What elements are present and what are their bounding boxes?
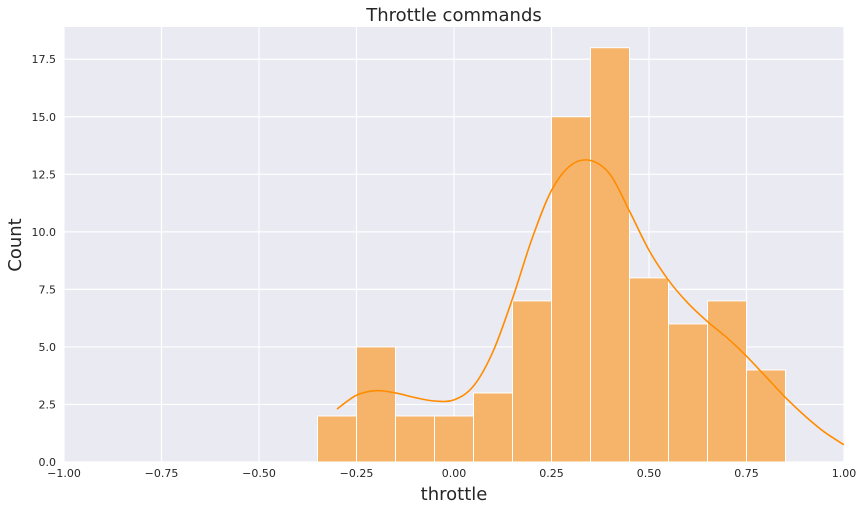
y-tick-label: 7.5 [39,283,57,296]
histogram-bar [512,300,552,463]
x-axis-label: throttle [421,484,488,505]
x-tick-label: 0.75 [734,467,759,480]
histogram-bars [317,47,786,463]
x-tick-labels: −1.00 −0.75 −0.50 −0.25 0.00 0.25 0.50 0.75 1.00 [47,467,856,480]
histogram-bar [356,346,396,463]
histogram-bar [551,116,591,463]
y-tick-label: 5.0 [39,341,57,354]
y-tick-label: 0.0 [39,456,57,469]
histogram-bar [317,415,357,463]
histogram-bar [590,47,630,463]
y-tick-label: 12.5 [32,168,57,181]
y-tick-labels: 0.0 2.5 5.0 7.5 10.0 12.5 15.0 17.5 [32,53,57,469]
histogram-bar [746,369,786,463]
histogram-bar [473,392,513,463]
x-tick-label: 0.50 [637,467,662,480]
x-tick-label: −0.50 [242,467,276,480]
histogram-bar [629,277,669,463]
histogram-bar [668,323,708,463]
histogram-bar [434,415,474,463]
x-tick-label: −0.75 [145,467,179,480]
y-tick-label: 10.0 [32,226,57,239]
histogram-bar [395,415,435,463]
y-axis-label: Count [5,218,26,271]
y-tick-label: 17.5 [32,53,57,66]
x-tick-label: −0.25 [340,467,374,480]
kde-curve [336,159,845,446]
y-tick-label: 15.0 [32,111,57,124]
x-tick-label: 0.00 [442,467,467,480]
chart-title: Throttle commands [365,5,542,26]
histogram-bar [707,300,747,463]
x-tick-label: −1.00 [47,467,81,480]
x-tick-label: 0.25 [539,467,564,480]
x-tick-label: 1.00 [832,467,857,480]
y-tick-label: 2.5 [39,398,57,411]
